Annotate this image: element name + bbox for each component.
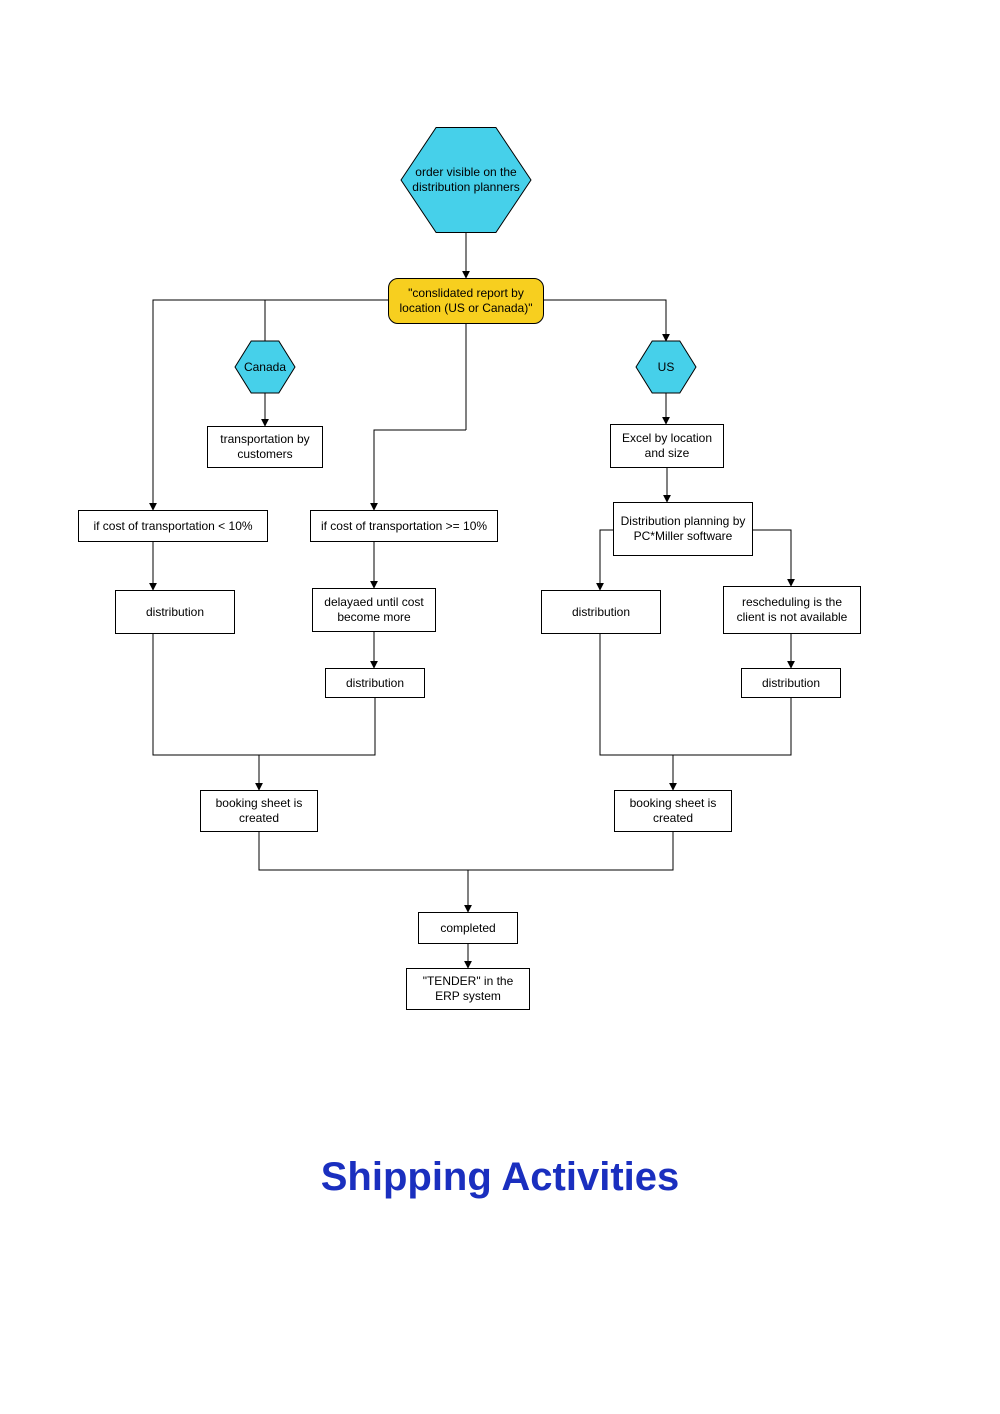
- flow-edge: [259, 832, 468, 912]
- node-book_l: booking sheet is created: [200, 790, 318, 832]
- node-completed: completed: [418, 912, 518, 944]
- node-label-dist_plan: Distribution planning by PC*Miller softw…: [620, 514, 746, 544]
- flow-edge: [374, 430, 466, 510]
- flow-edge: [468, 832, 673, 870]
- flow-edge: [673, 698, 791, 755]
- node-resched: rescheduling is the client is not availa…: [723, 586, 861, 634]
- node-label-lt10: if cost of transportation < 10%: [93, 519, 252, 534]
- node-round1: "conslidated report by location (US or C…: [388, 278, 544, 324]
- node-label-excel_loc: Excel by location and size: [617, 431, 717, 461]
- flow-edge: [600, 530, 613, 590]
- node-label-dist_r: distribution: [762, 676, 820, 691]
- node-dist_mid: distribution: [325, 668, 425, 698]
- hex-node-hex_can: [235, 341, 295, 393]
- node-label-tender: "TENDER" in the ERP system: [413, 974, 523, 1004]
- node-label-book_l: booking sheet is created: [207, 796, 311, 826]
- flow-edge: [153, 634, 259, 790]
- node-label-round1: "conslidated report by location (US or C…: [395, 286, 537, 316]
- hex-node-hex_top: [401, 128, 531, 233]
- node-label-book_r: booking sheet is created: [621, 796, 725, 826]
- node-lt10: if cost of transportation < 10%: [78, 510, 268, 542]
- node-label-ge10: if cost of transportation >= 10%: [321, 519, 487, 534]
- node-dist_l: distribution: [115, 590, 235, 634]
- node-label-trans_cust: transportation by customers: [214, 432, 316, 462]
- flow-edge: [259, 698, 375, 755]
- hex-node-hex_us: [636, 341, 696, 393]
- node-ge10: if cost of transportation >= 10%: [310, 510, 498, 542]
- node-label-dist_mid: distribution: [346, 676, 404, 691]
- node-dist_us_l: distribution: [541, 590, 661, 634]
- flow-edge: [544, 300, 666, 341]
- flow-edge: [753, 530, 791, 586]
- flow-edge: [600, 634, 673, 790]
- node-excel_loc: Excel by location and size: [610, 424, 724, 468]
- node-dist_plan: Distribution planning by PC*Miller softw…: [613, 502, 753, 556]
- node-tender: "TENDER" in the ERP system: [406, 968, 530, 1010]
- node-trans_cust: transportation by customers: [207, 426, 323, 468]
- node-dist_r: distribution: [741, 668, 841, 698]
- node-label-dist_us_l: distribution: [572, 605, 630, 620]
- node-label-resched: rescheduling is the client is not availa…: [730, 595, 854, 625]
- page-title: Shipping Activities: [0, 1155, 1000, 1200]
- node-label-completed: completed: [440, 921, 495, 936]
- node-label-delay: delayaed until cost become more: [319, 595, 429, 625]
- node-delay: delayaed until cost become more: [312, 588, 436, 632]
- node-label-dist_l: distribution: [146, 605, 204, 620]
- flow-edge: [153, 300, 388, 510]
- node-book_r: booking sheet is created: [614, 790, 732, 832]
